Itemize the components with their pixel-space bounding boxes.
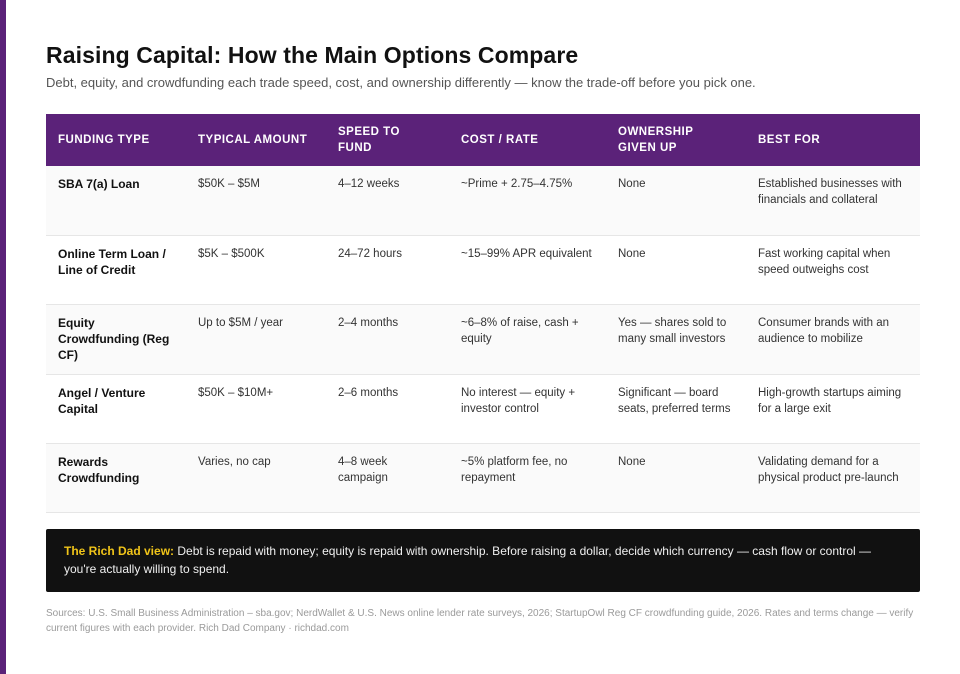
header-row: Funding Type Typical Amount Speed to Fun… bbox=[46, 114, 920, 166]
cell-speed-to-fund: 4–8 week campaign bbox=[326, 443, 449, 513]
table-row: Rewards Crowdfunding Varies, no cap 4–8 … bbox=[46, 443, 920, 513]
cell-funding-type: SBA 7(a) Loan bbox=[46, 166, 186, 236]
column-header-best-for: Best For bbox=[758, 134, 821, 146]
cell-cost-rate: ~6–8% of raise, cash + equity bbox=[449, 304, 606, 375]
table-row: SBA 7(a) Loan $50K – $5M 4–12 weeks ~Pri… bbox=[46, 166, 920, 236]
table-body: SBA 7(a) Loan $50K – $5M 4–12 weeks ~Pri… bbox=[46, 166, 920, 513]
cell-ownership: Yes — shares sold to many small investor… bbox=[606, 304, 746, 375]
table-row: Online Term Loan / Line of Credit $5K – … bbox=[46, 235, 920, 305]
cell-speed-to-fund: 24–72 hours bbox=[326, 235, 449, 305]
cell-best-for: Fast working capital when speed outweigh… bbox=[746, 235, 920, 305]
cell-funding-type: Online Term Loan / Line of Credit bbox=[46, 235, 186, 305]
cell-ownership: None bbox=[606, 443, 746, 513]
cell-cost-rate: ~15–99% APR equivalent bbox=[449, 235, 606, 305]
cell-speed-to-fund: 2–4 months bbox=[326, 304, 449, 375]
cell-typical-amount: $5K – $500K bbox=[186, 235, 326, 305]
comparison-table: Funding Type Typical Amount Speed to Fun… bbox=[46, 114, 920, 513]
accent-bar bbox=[0, 0, 6, 674]
page-subtitle: Debt, equity, and crowdfunding each trad… bbox=[46, 75, 756, 90]
cell-funding-type: Equity Crowdfunding (Reg CF) bbox=[46, 304, 186, 375]
cell-speed-to-fund: 2–6 months bbox=[326, 374, 449, 444]
cell-best-for: High-growth startups aiming for a large … bbox=[746, 374, 920, 444]
cell-typical-amount: Varies, no cap bbox=[186, 443, 326, 513]
page-title: Raising Capital: How the Main Options Co… bbox=[46, 42, 579, 68]
cell-cost-rate: No interest — equity + investor control bbox=[449, 374, 606, 444]
sources-footnote: Sources: U.S. Small Business Administrat… bbox=[46, 607, 914, 634]
cell-cost-rate: ~Prime + 2.75–4.75% bbox=[449, 166, 606, 236]
table-row: Equity Crowdfunding (Reg CF) Up to $5M /… bbox=[46, 304, 920, 375]
cell-best-for: Established businesses with financials a… bbox=[746, 166, 920, 236]
column-header-funding-type: Funding Type bbox=[58, 134, 150, 146]
rich-dad-callout: The Rich Dad view: Debt is repaid with m… bbox=[46, 528, 920, 592]
cell-best-for: Consumer brands with an audience to mobi… bbox=[746, 304, 920, 375]
page: Raising Capital: How the Main Options Co… bbox=[46, 40, 920, 636]
cell-ownership: None bbox=[606, 166, 746, 236]
cell-ownership: None bbox=[606, 235, 746, 305]
table-row: Angel / Venture Capital $50K – $10M+ 2–6… bbox=[46, 374, 920, 444]
column-header-typical-amount: Typical Amount bbox=[198, 134, 308, 146]
cell-cost-rate: ~5% platform fee, no repayment bbox=[449, 443, 606, 513]
cell-typical-amount: $50K – $10M+ bbox=[186, 374, 326, 444]
table-header: Funding Type Typical Amount Speed to Fun… bbox=[46, 114, 920, 166]
column-header-speed-to-fund: Speed to Fund bbox=[338, 126, 400, 154]
cell-typical-amount: $50K – $5M bbox=[186, 166, 326, 236]
callout-text: Debt is repaid with money; equity is rep… bbox=[64, 543, 872, 576]
cell-best-for: Validating demand for a physical product… bbox=[746, 443, 920, 513]
cell-funding-type: Rewards Crowdfunding bbox=[46, 443, 186, 513]
cell-typical-amount: Up to $5M / year bbox=[186, 304, 326, 375]
column-header-cost-rate: Cost / Rate bbox=[461, 134, 539, 146]
cell-funding-type: Angel / Venture Capital bbox=[46, 374, 186, 444]
cell-ownership: Significant — board seats, preferred ter… bbox=[606, 374, 746, 444]
callout-lead: The Rich Dad view: bbox=[64, 543, 175, 558]
cell-speed-to-fund: 4–12 weeks bbox=[326, 166, 449, 236]
column-header-ownership: Ownership Given Up bbox=[618, 126, 694, 154]
